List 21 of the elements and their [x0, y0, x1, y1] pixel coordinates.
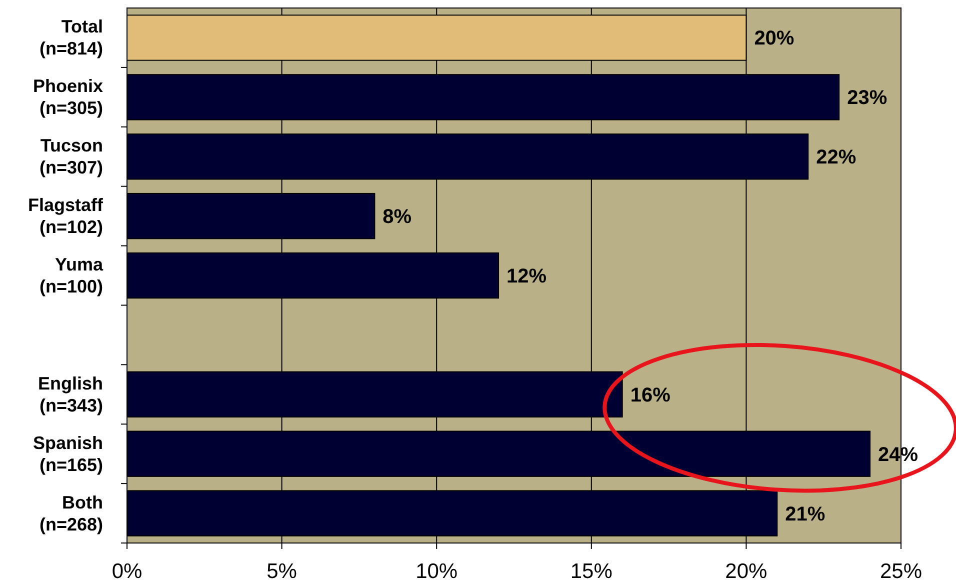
- x-tick-label: 15%: [570, 560, 612, 583]
- x-tick-label: 10%: [416, 560, 458, 583]
- data-label: 8%: [382, 206, 412, 228]
- y-tick-label: Both (n=268): [39, 492, 103, 534]
- y-tick-label: Tucson (n=307): [39, 136, 103, 178]
- y-tick-label: Spanish (n=165): [32, 432, 103, 475]
- data-label: 20%: [754, 28, 794, 50]
- x-tick-label: 25%: [880, 560, 922, 583]
- data-label: 16%: [630, 384, 671, 406]
- x-tick-label: 0%: [112, 560, 142, 583]
- data-label: 21%: [785, 503, 826, 526]
- x-tick-label: 5%: [266, 560, 297, 583]
- y-tick-label: Phoenix (n=305): [32, 76, 103, 118]
- y-tick-label: Flagstaff (n=102): [28, 195, 104, 238]
- y-tick-label: Total (n=814): [39, 16, 103, 59]
- y-tick-label: English (n=343): [38, 373, 103, 416]
- data-label: 12%: [506, 266, 547, 288]
- data-label: 22%: [816, 146, 856, 169]
- x-tick-label: 20%: [725, 560, 768, 583]
- data-label: 23%: [847, 87, 888, 110]
- y-tick-label: Yuma (n=100): [39, 254, 104, 296]
